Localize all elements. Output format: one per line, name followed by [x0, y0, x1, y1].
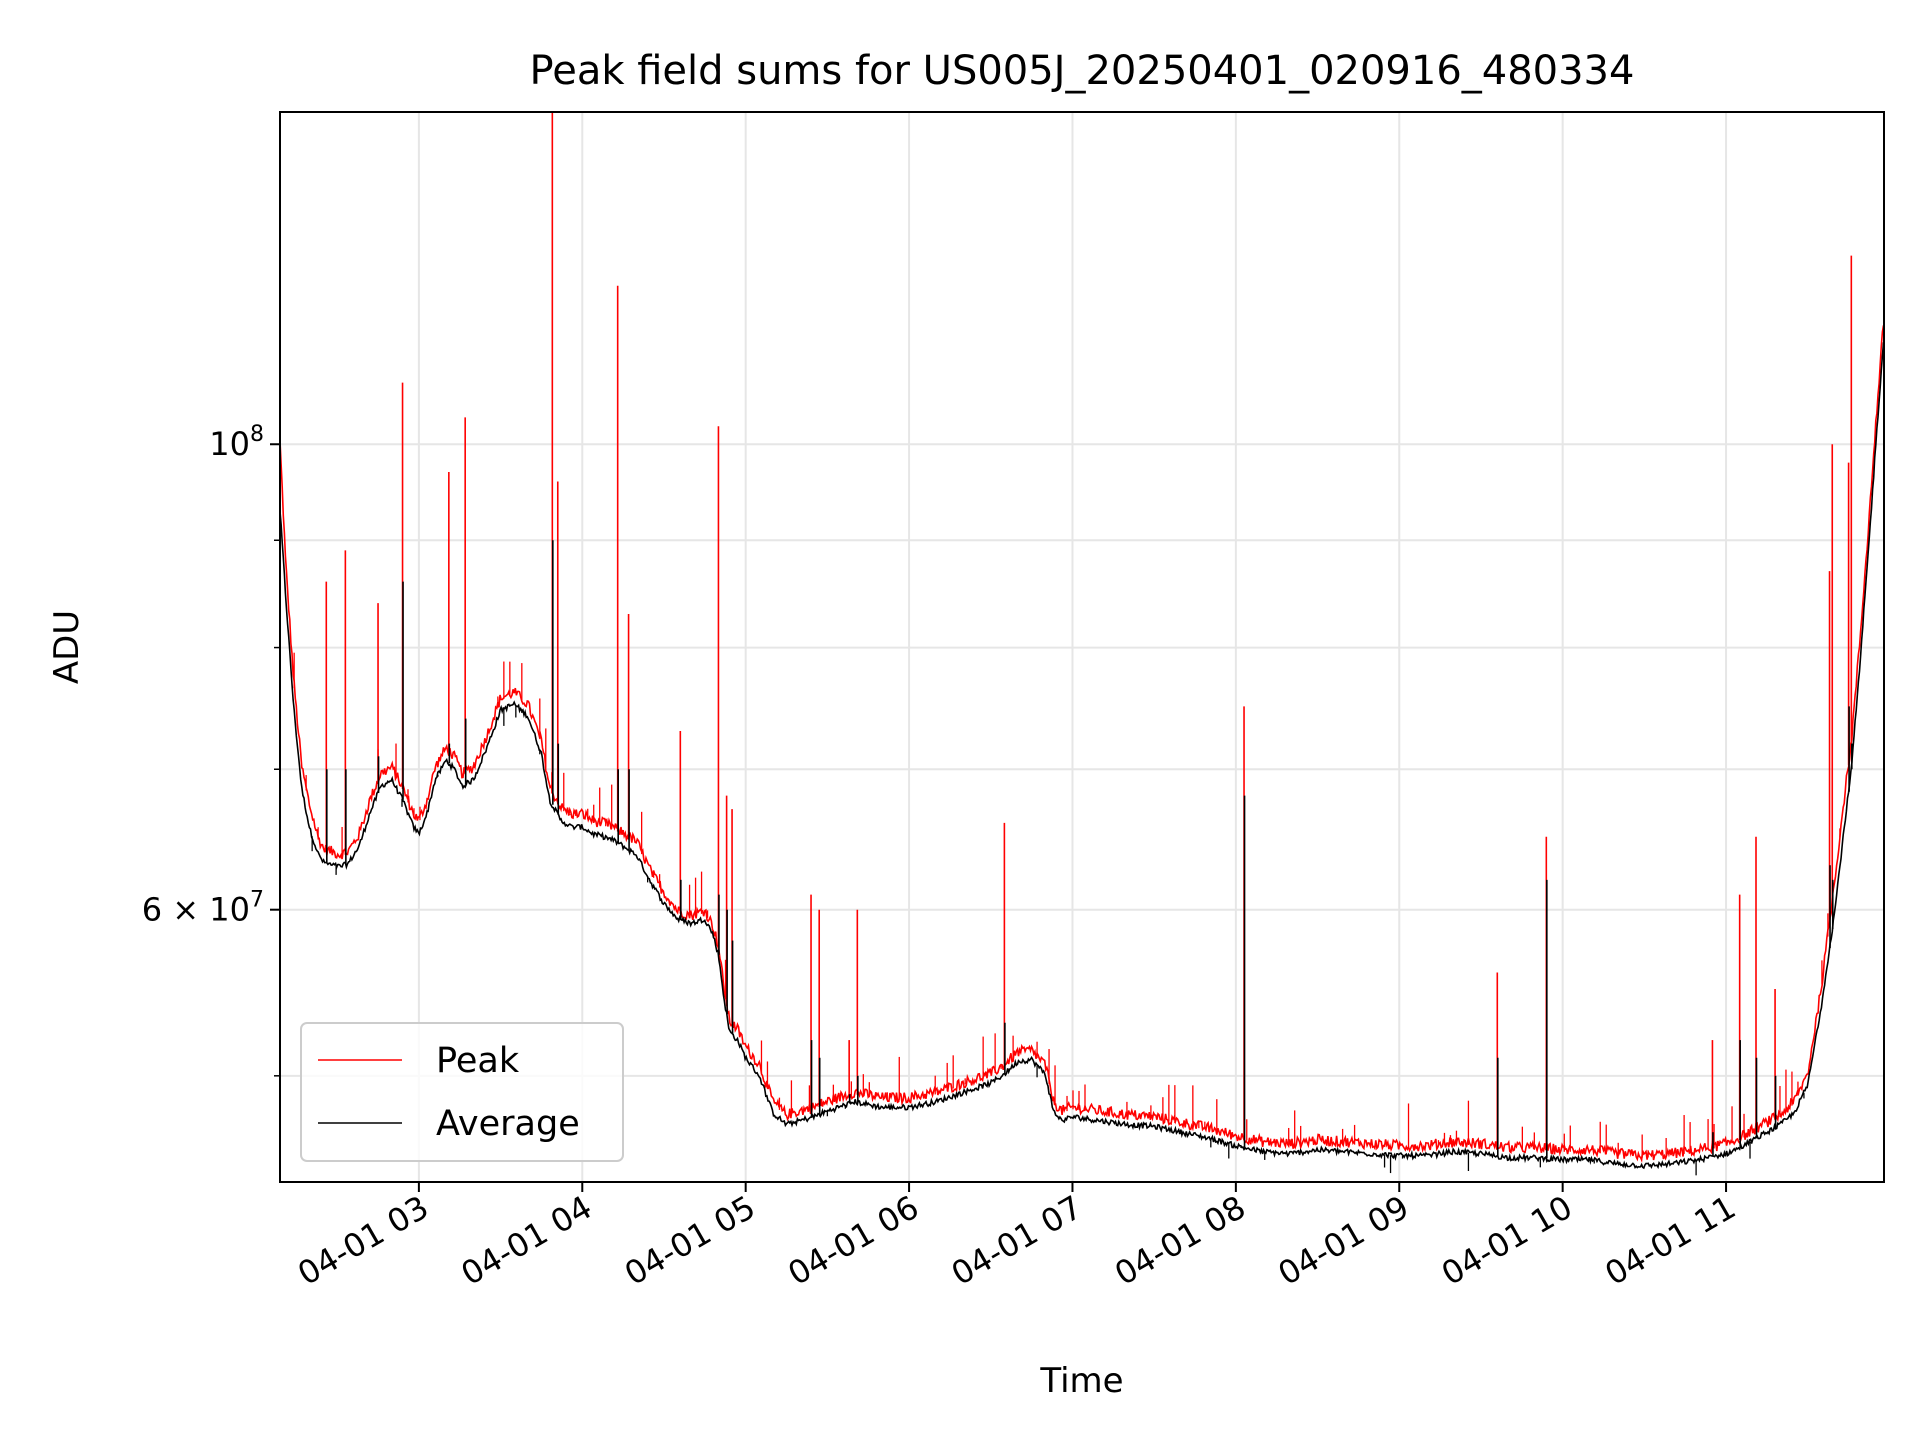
y-tick-label: 108 [209, 422, 264, 463]
peak-series-line [280, 325, 1884, 1163]
chart-title: Peak field sums for US005J_20250401_0209… [530, 48, 1635, 94]
plot-area [280, 112, 1884, 1176]
grid [280, 112, 1884, 1182]
y-axis-label: ADU [47, 610, 87, 684]
legend: Peak Average [300, 1022, 624, 1162]
average-spikes [311, 540, 1853, 1176]
legend-average-label: Average [436, 1104, 580, 1144]
y-tick-label: 6 × 107 [142, 888, 264, 929]
legend-box [300, 1022, 624, 1162]
x-axis-label: Time [1039, 1361, 1123, 1401]
legend-peak-label: Peak [436, 1041, 520, 1081]
average-series-line [280, 342, 1884, 1170]
